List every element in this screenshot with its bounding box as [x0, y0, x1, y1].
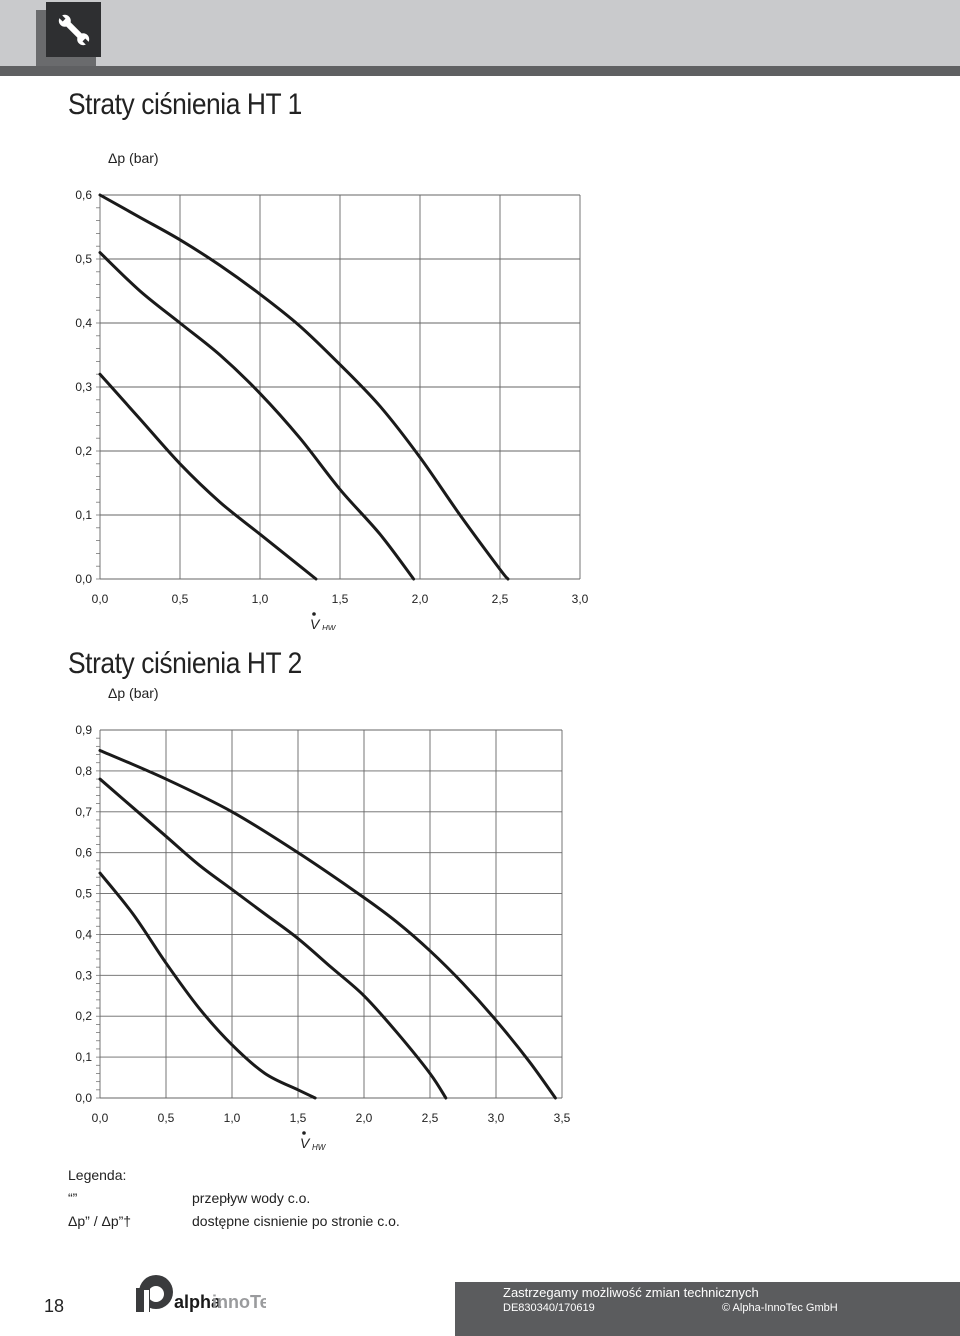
chart1: 0,0 0,5 1,0 1,5 2,0 2,5 3,0 0,0 0,1 0,2 0,3 0,4 0,5 0… [0, 180, 620, 630]
chart2-y-tick-label: 0,1 [75, 1050, 92, 1064]
chart1-x-tick-label: 0,5 [172, 592, 189, 606]
chart2-x-tick-label: 3,5 [554, 1111, 571, 1125]
chart1-x-tick-label: 1,0 [252, 592, 269, 606]
chart1-x-tick-label: 3,0 [572, 592, 589, 606]
logo-text-light: innoTec [212, 1292, 266, 1312]
chart1-y-tick-label: 0,0 [75, 572, 92, 586]
legend-symbol-pressure: Δp” / Δp”† [68, 1213, 131, 1229]
chart2-y-tick-label: 0,0 [75, 1091, 92, 1105]
chart1-series-1-line [100, 374, 316, 579]
chart1-y-tick-label: 0,5 [75, 252, 92, 266]
header-divider [0, 66, 960, 76]
legend-desc-pressure: dostępne cisnienie po stronie c.o. [192, 1213, 400, 1229]
chart1-title: Straty ciśnienia HT 1 [68, 88, 302, 122]
header-bar [0, 0, 960, 66]
chart2-x-tick-label: 1,0 [224, 1111, 241, 1125]
chart2-title: Straty ciśnienia HT 2 [68, 647, 302, 681]
chart2-y-tick-label: 0,9 [75, 723, 92, 737]
company-logo: alpha innoTec [136, 1272, 266, 1321]
chart2-y-tick-label: 0,5 [75, 887, 92, 901]
legend-symbol-flow: “” [68, 1190, 77, 1206]
chart1-xlabel-main: V [310, 616, 321, 630]
chart2-x-tick-label: 0,5 [158, 1111, 175, 1125]
chart2-y-tick-label: 0,6 [75, 846, 92, 860]
chart2-series-3-line [100, 750, 555, 1098]
chart2-series-2-line [100, 779, 446, 1098]
chart2-y-tick-label: 0,4 [75, 927, 92, 941]
chart2-series-1-line [100, 873, 315, 1098]
chart1-x-tick-label: 2,0 [412, 592, 429, 606]
chart1-y-tick-label: 0,2 [75, 444, 92, 458]
chart1-ylabel: Δp (bar) [108, 150, 159, 166]
wrench-icon [56, 12, 92, 48]
chart1-x-tick-label: 0,0 [92, 592, 109, 606]
page-number: 18 [44, 1296, 64, 1317]
chart2-x-tick-label: 2,5 [422, 1111, 439, 1125]
tool-box [46, 2, 101, 57]
chart1-y-tick-label: 0,3 [75, 380, 92, 394]
chart2-xlabel-sub: HW [312, 1143, 327, 1152]
chart2-y-tick-label: 0,7 [75, 805, 92, 819]
chart2-y-tick-label: 0,3 [75, 968, 92, 982]
chart2-ylabel: Δp (bar) [108, 685, 159, 701]
chart2-xlabel-main: V [300, 1135, 311, 1151]
footer-notice: Zastrzegamy możliwość zmian technicznych [503, 1285, 759, 1300]
chart1-y-tick-label: 0,4 [75, 316, 92, 330]
chart1-x-tick-label: 1,5 [332, 592, 349, 606]
footer-copyright: © Alpha-InnoTec GmbH [722, 1302, 838, 1314]
chart2-x-tick-label: 1,5 [290, 1111, 307, 1125]
chart2-x-tick-label: 0,0 [92, 1111, 109, 1125]
chart1-y-tick-label: 0,6 [75, 188, 92, 202]
chart2-y-tick-label: 0,8 [75, 764, 92, 778]
chart1-y-tick-label: 0,1 [75, 508, 92, 522]
chart2-y-tick-label: 0,2 [75, 1009, 92, 1023]
legend-desc-flow: przepływ wody c.o. [192, 1190, 310, 1206]
chart1-x-tick-label: 2,5 [492, 592, 509, 606]
chart2-x-tick-label: 2,0 [356, 1111, 373, 1125]
chart1-xlabel-sub: HW [322, 624, 337, 630]
footer-doc-id: DE830340/170619 [503, 1302, 595, 1314]
chart2: 0,0 0,5 1,0 1,5 2,0 2,5 3,0 3,5 0,0 0,1 0,2 0,3 0,4 0… [0, 715, 620, 1155]
legend-title: Legenda: [68, 1167, 126, 1183]
chart2-x-tick-label: 3,0 [488, 1111, 505, 1125]
